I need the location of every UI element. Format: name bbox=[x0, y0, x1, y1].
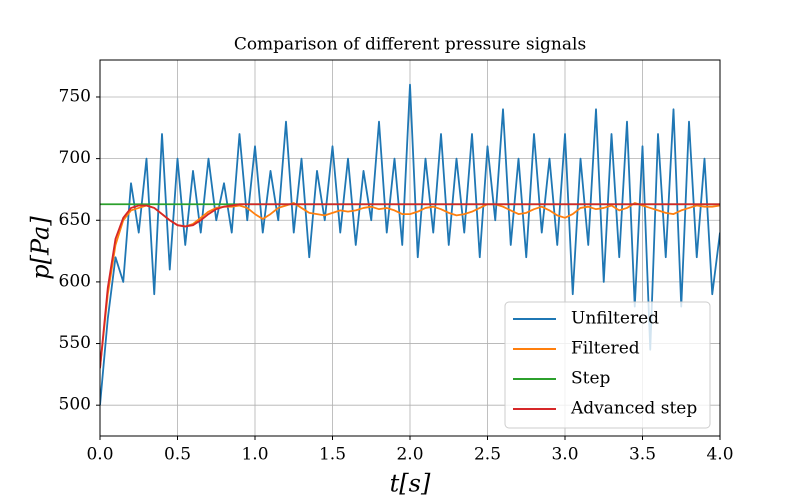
x-axis-label: t[s] bbox=[390, 470, 431, 498]
x-tick-label: 2.0 bbox=[396, 445, 423, 465]
x-tick-label: 1.0 bbox=[241, 445, 268, 465]
y-tick-label: 500 bbox=[59, 395, 91, 415]
legend-label: Unfiltered bbox=[571, 309, 659, 329]
legend: Unfiltered Filtered Step Advanced step bbox=[504, 301, 711, 429]
x-tick-label: 1.5 bbox=[319, 445, 346, 465]
x-tick-label: 4.0 bbox=[706, 445, 733, 465]
series-line bbox=[100, 83, 720, 406]
legend-box bbox=[504, 301, 711, 429]
legend-label: Advanced step bbox=[570, 399, 697, 419]
y-tick-label: 700 bbox=[59, 148, 91, 168]
y-tick-label: 750 bbox=[59, 86, 91, 106]
y-tick-label: 550 bbox=[59, 333, 91, 353]
x-tick-label: 0.0 bbox=[86, 445, 113, 465]
legend-label: Filtered bbox=[571, 339, 640, 359]
y-tick-label: 650 bbox=[59, 210, 91, 230]
series-line bbox=[100, 202, 720, 369]
ticks: 0.0 0.5 1.0 1.5 2.0 2.5 3.0 3.5 4.0 500 550 600 650 7… bbox=[59, 86, 734, 464]
y-tick-label: 600 bbox=[59, 271, 91, 291]
x-tick-label: 3.5 bbox=[629, 445, 656, 465]
x-tick-label: 0.5 bbox=[164, 445, 191, 465]
x-tick-label: 3.0 bbox=[551, 445, 578, 465]
legend-label: Step bbox=[571, 369, 611, 389]
series-line bbox=[100, 203, 720, 369]
x-tick-label: 2.5 bbox=[474, 445, 501, 465]
plot-lines bbox=[100, 83, 720, 406]
y-axis-label: p[Pa] bbox=[27, 216, 55, 280]
chart-title: Comparison of different pressure signals bbox=[234, 35, 586, 55]
